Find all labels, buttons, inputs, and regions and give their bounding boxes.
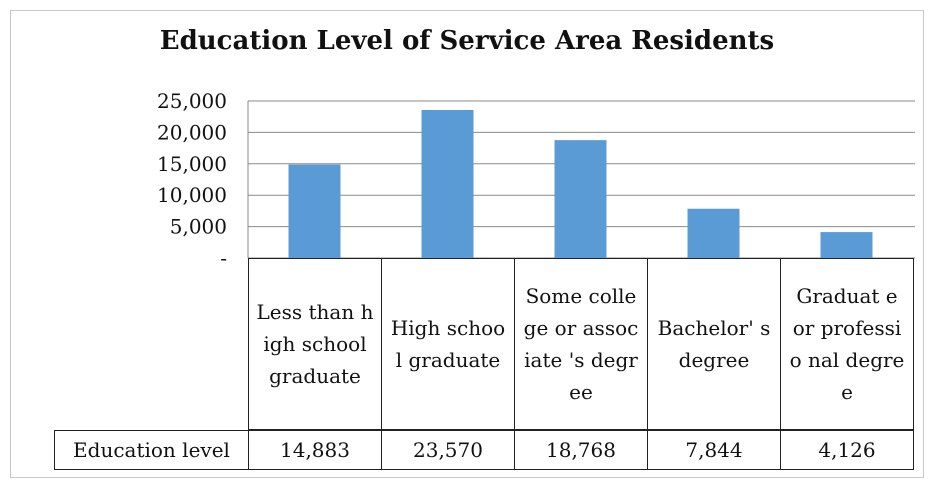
category-label: Bachelor' s degree xyxy=(655,312,773,376)
y-axis-ticks: 25,000 20,000 15,000 10,000 5,000 - xyxy=(157,89,227,270)
category-labels-row: Less than high school graduate High scho… xyxy=(248,258,914,430)
y-tick-label: 5,000 xyxy=(170,215,227,239)
category-label: Some college or associate 's degree xyxy=(522,280,640,408)
category-cell: Bachelor' s degree xyxy=(648,259,781,430)
bar xyxy=(422,110,474,258)
category-cell: High school graduate xyxy=(382,259,515,430)
category-label: High school graduate xyxy=(389,312,507,376)
data-table-row: Education level 14,883 23,570 18,768 7,8… xyxy=(54,430,914,470)
bar xyxy=(688,209,740,258)
category-cell: Less than high school graduate xyxy=(249,259,382,430)
category-cell: Some college or associate 's degree xyxy=(515,259,648,430)
bar xyxy=(289,165,341,258)
bar xyxy=(821,232,873,258)
bar xyxy=(555,140,607,258)
value-cell: 14,883 xyxy=(249,431,382,470)
category-cell: Graduat e or professio nal degree xyxy=(781,259,914,430)
category-label: Less than high school graduate xyxy=(256,296,374,392)
y-tick-label: 10,000 xyxy=(157,183,227,207)
y-tick-label: 20,000 xyxy=(157,120,227,144)
value-cell: 4,126 xyxy=(781,431,914,470)
series-label: Education level xyxy=(55,431,249,470)
value-cell: 18,768 xyxy=(515,431,648,470)
value-cell: 23,570 xyxy=(382,431,515,470)
y-tick-label: 25,000 xyxy=(157,89,227,113)
category-label: Graduat e or professio nal degree xyxy=(788,280,906,408)
y-tick-label: - xyxy=(220,246,227,270)
y-tick-label: 15,000 xyxy=(157,152,227,176)
value-cell: 7,844 xyxy=(648,431,781,470)
